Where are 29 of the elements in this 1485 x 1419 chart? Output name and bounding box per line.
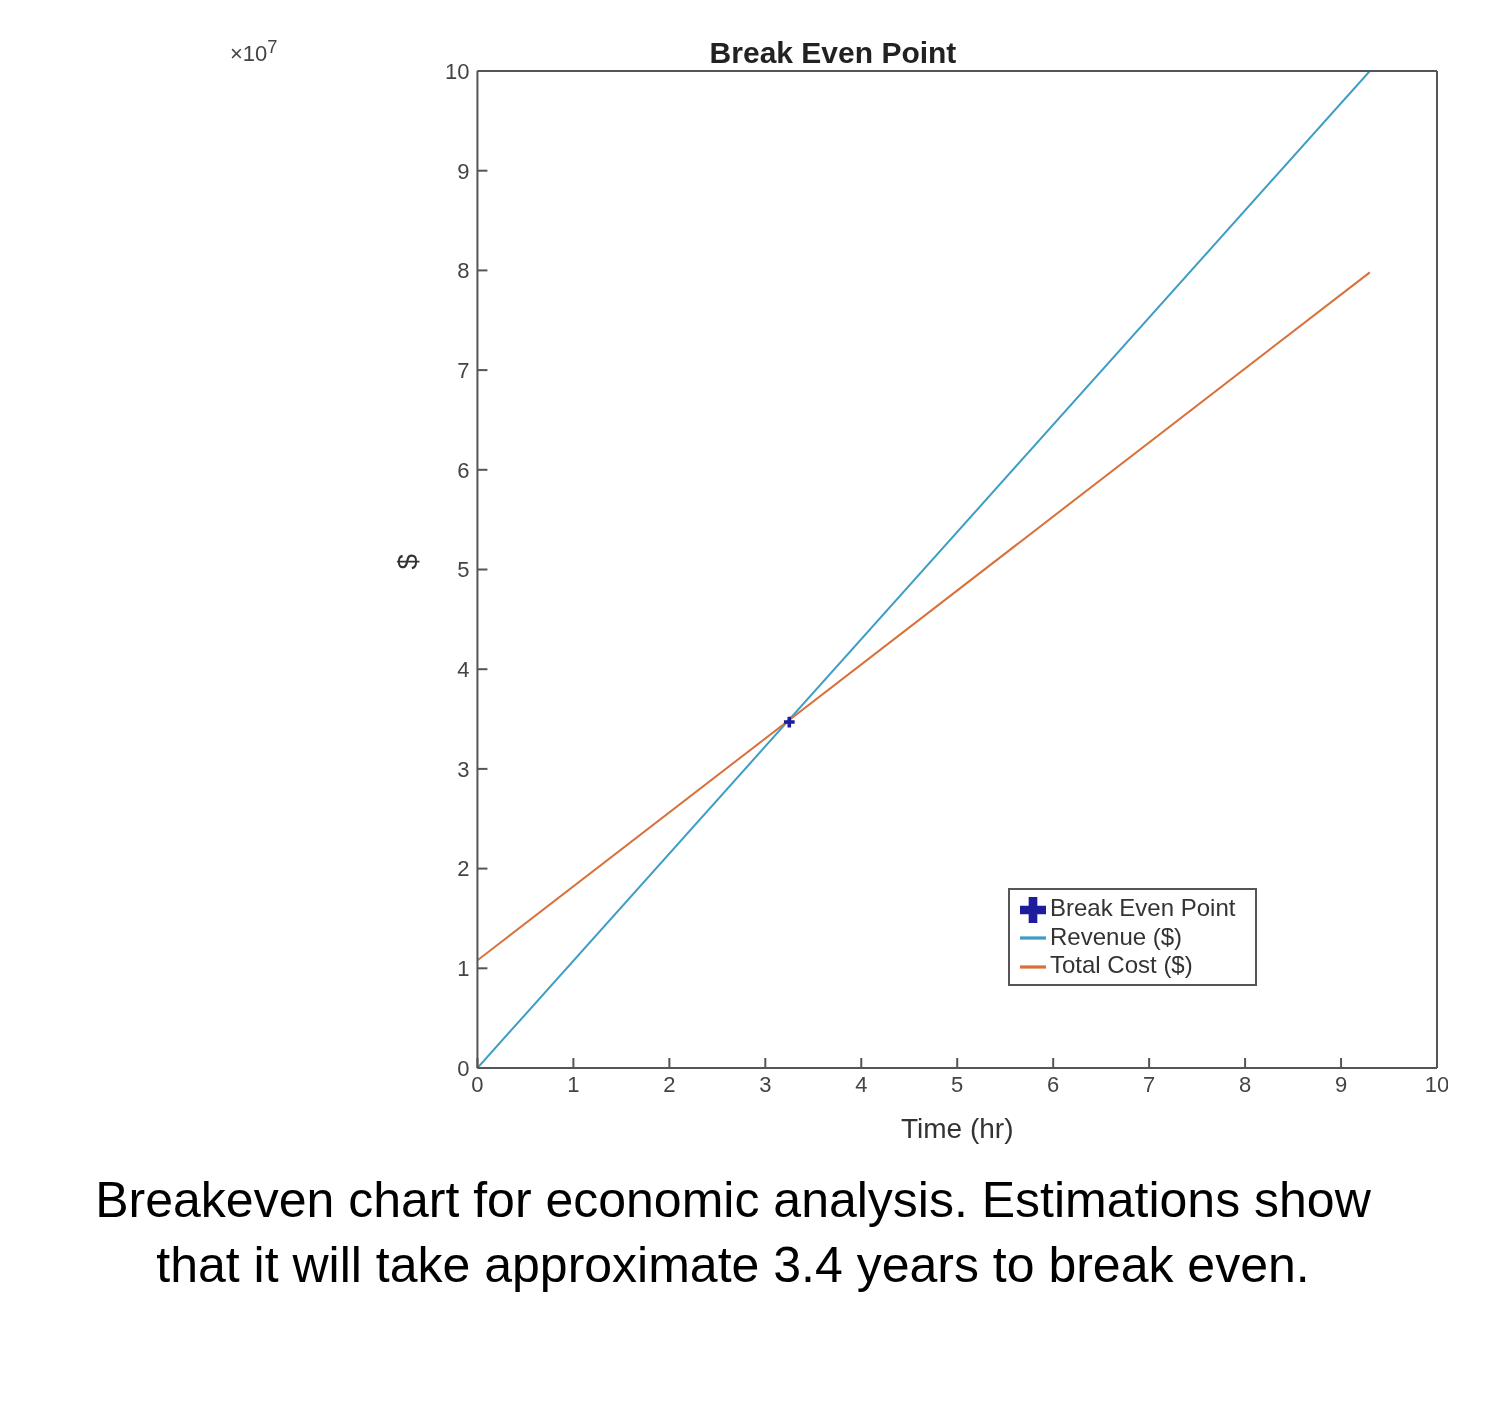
x-tick-label: 5 xyxy=(951,1071,964,1097)
y-tick-label: 10 xyxy=(444,58,470,84)
chart-title: Break Even Point xyxy=(709,36,957,69)
text: Breakeven chart for economic analysis. Estimations show that it will take approximate 3.4 years to break even. xyxy=(94,1171,1372,1295)
legend-label: Break Even Point xyxy=(1050,894,1236,921)
x-tick-label: 1 xyxy=(567,1071,580,1097)
x-tick-label: 4 xyxy=(855,1071,868,1097)
x-tick-label: 7 xyxy=(1143,1071,1156,1097)
y-tick-label: 2 xyxy=(457,856,470,882)
text: ×10$^{7}$ xyxy=(230,36,278,68)
x-tick-label: 3 xyxy=(759,1071,772,1097)
x-tick-label: 6 xyxy=(1047,1071,1060,1097)
x-tick-label: 8 xyxy=(1238,1071,1252,1097)
x-axis-title: Time (hr) xyxy=(900,1113,1014,1144)
y-tick-label: 3 xyxy=(457,756,470,782)
y-tick-label: 7 xyxy=(457,357,470,383)
y-tick-label: 8 xyxy=(457,258,470,284)
y-tick-label: 5 xyxy=(457,557,470,583)
y-tick-label: 9 xyxy=(457,158,470,184)
legend-label: Total Cost ($) xyxy=(1050,951,1193,979)
legend-label: Revenue ($) xyxy=(1050,922,1183,950)
y-tick-label: 0 xyxy=(457,1055,470,1081)
x-tick-label: 10 xyxy=(1424,1071,1450,1097)
x-tick-label: 9 xyxy=(1334,1071,1348,1097)
y-tick-label: 4 xyxy=(457,657,470,683)
x-tick-label: 2 xyxy=(663,1071,676,1097)
y-axis-title: $ xyxy=(392,553,424,570)
y-tick-label: 1 xyxy=(457,956,470,982)
y-tick-label: 6 xyxy=(457,457,470,483)
